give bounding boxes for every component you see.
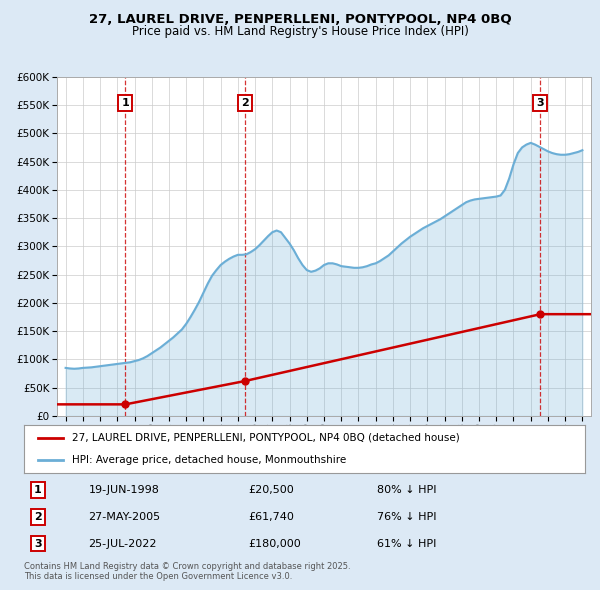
Text: 2: 2	[34, 512, 42, 522]
Text: 80% ↓ HPI: 80% ↓ HPI	[377, 485, 437, 495]
Text: 76% ↓ HPI: 76% ↓ HPI	[377, 512, 437, 522]
Text: 1: 1	[34, 485, 42, 495]
Text: Contains HM Land Registry data © Crown copyright and database right 2025.
This d: Contains HM Land Registry data © Crown c…	[24, 562, 350, 581]
Text: 25-JUL-2022: 25-JUL-2022	[89, 539, 157, 549]
Text: 3: 3	[34, 539, 42, 549]
Text: £180,000: £180,000	[248, 539, 301, 549]
Text: £20,500: £20,500	[248, 485, 294, 495]
Text: 3: 3	[536, 99, 544, 109]
Text: 19-JUN-1998: 19-JUN-1998	[89, 485, 160, 495]
Text: 2: 2	[241, 99, 249, 109]
Text: 27, LAUREL DRIVE, PENPERLLENI, PONTYPOOL, NP4 0BQ: 27, LAUREL DRIVE, PENPERLLENI, PONTYPOOL…	[89, 13, 511, 26]
Text: 27, LAUREL DRIVE, PENPERLLENI, PONTYPOOL, NP4 0BQ (detached house): 27, LAUREL DRIVE, PENPERLLENI, PONTYPOOL…	[71, 433, 460, 443]
Text: Price paid vs. HM Land Registry's House Price Index (HPI): Price paid vs. HM Land Registry's House …	[131, 25, 469, 38]
Text: HPI: Average price, detached house, Monmouthshire: HPI: Average price, detached house, Monm…	[71, 455, 346, 465]
Text: 1: 1	[122, 99, 129, 109]
Text: 61% ↓ HPI: 61% ↓ HPI	[377, 539, 437, 549]
Text: £61,740: £61,740	[248, 512, 294, 522]
Text: 27-MAY-2005: 27-MAY-2005	[89, 512, 161, 522]
